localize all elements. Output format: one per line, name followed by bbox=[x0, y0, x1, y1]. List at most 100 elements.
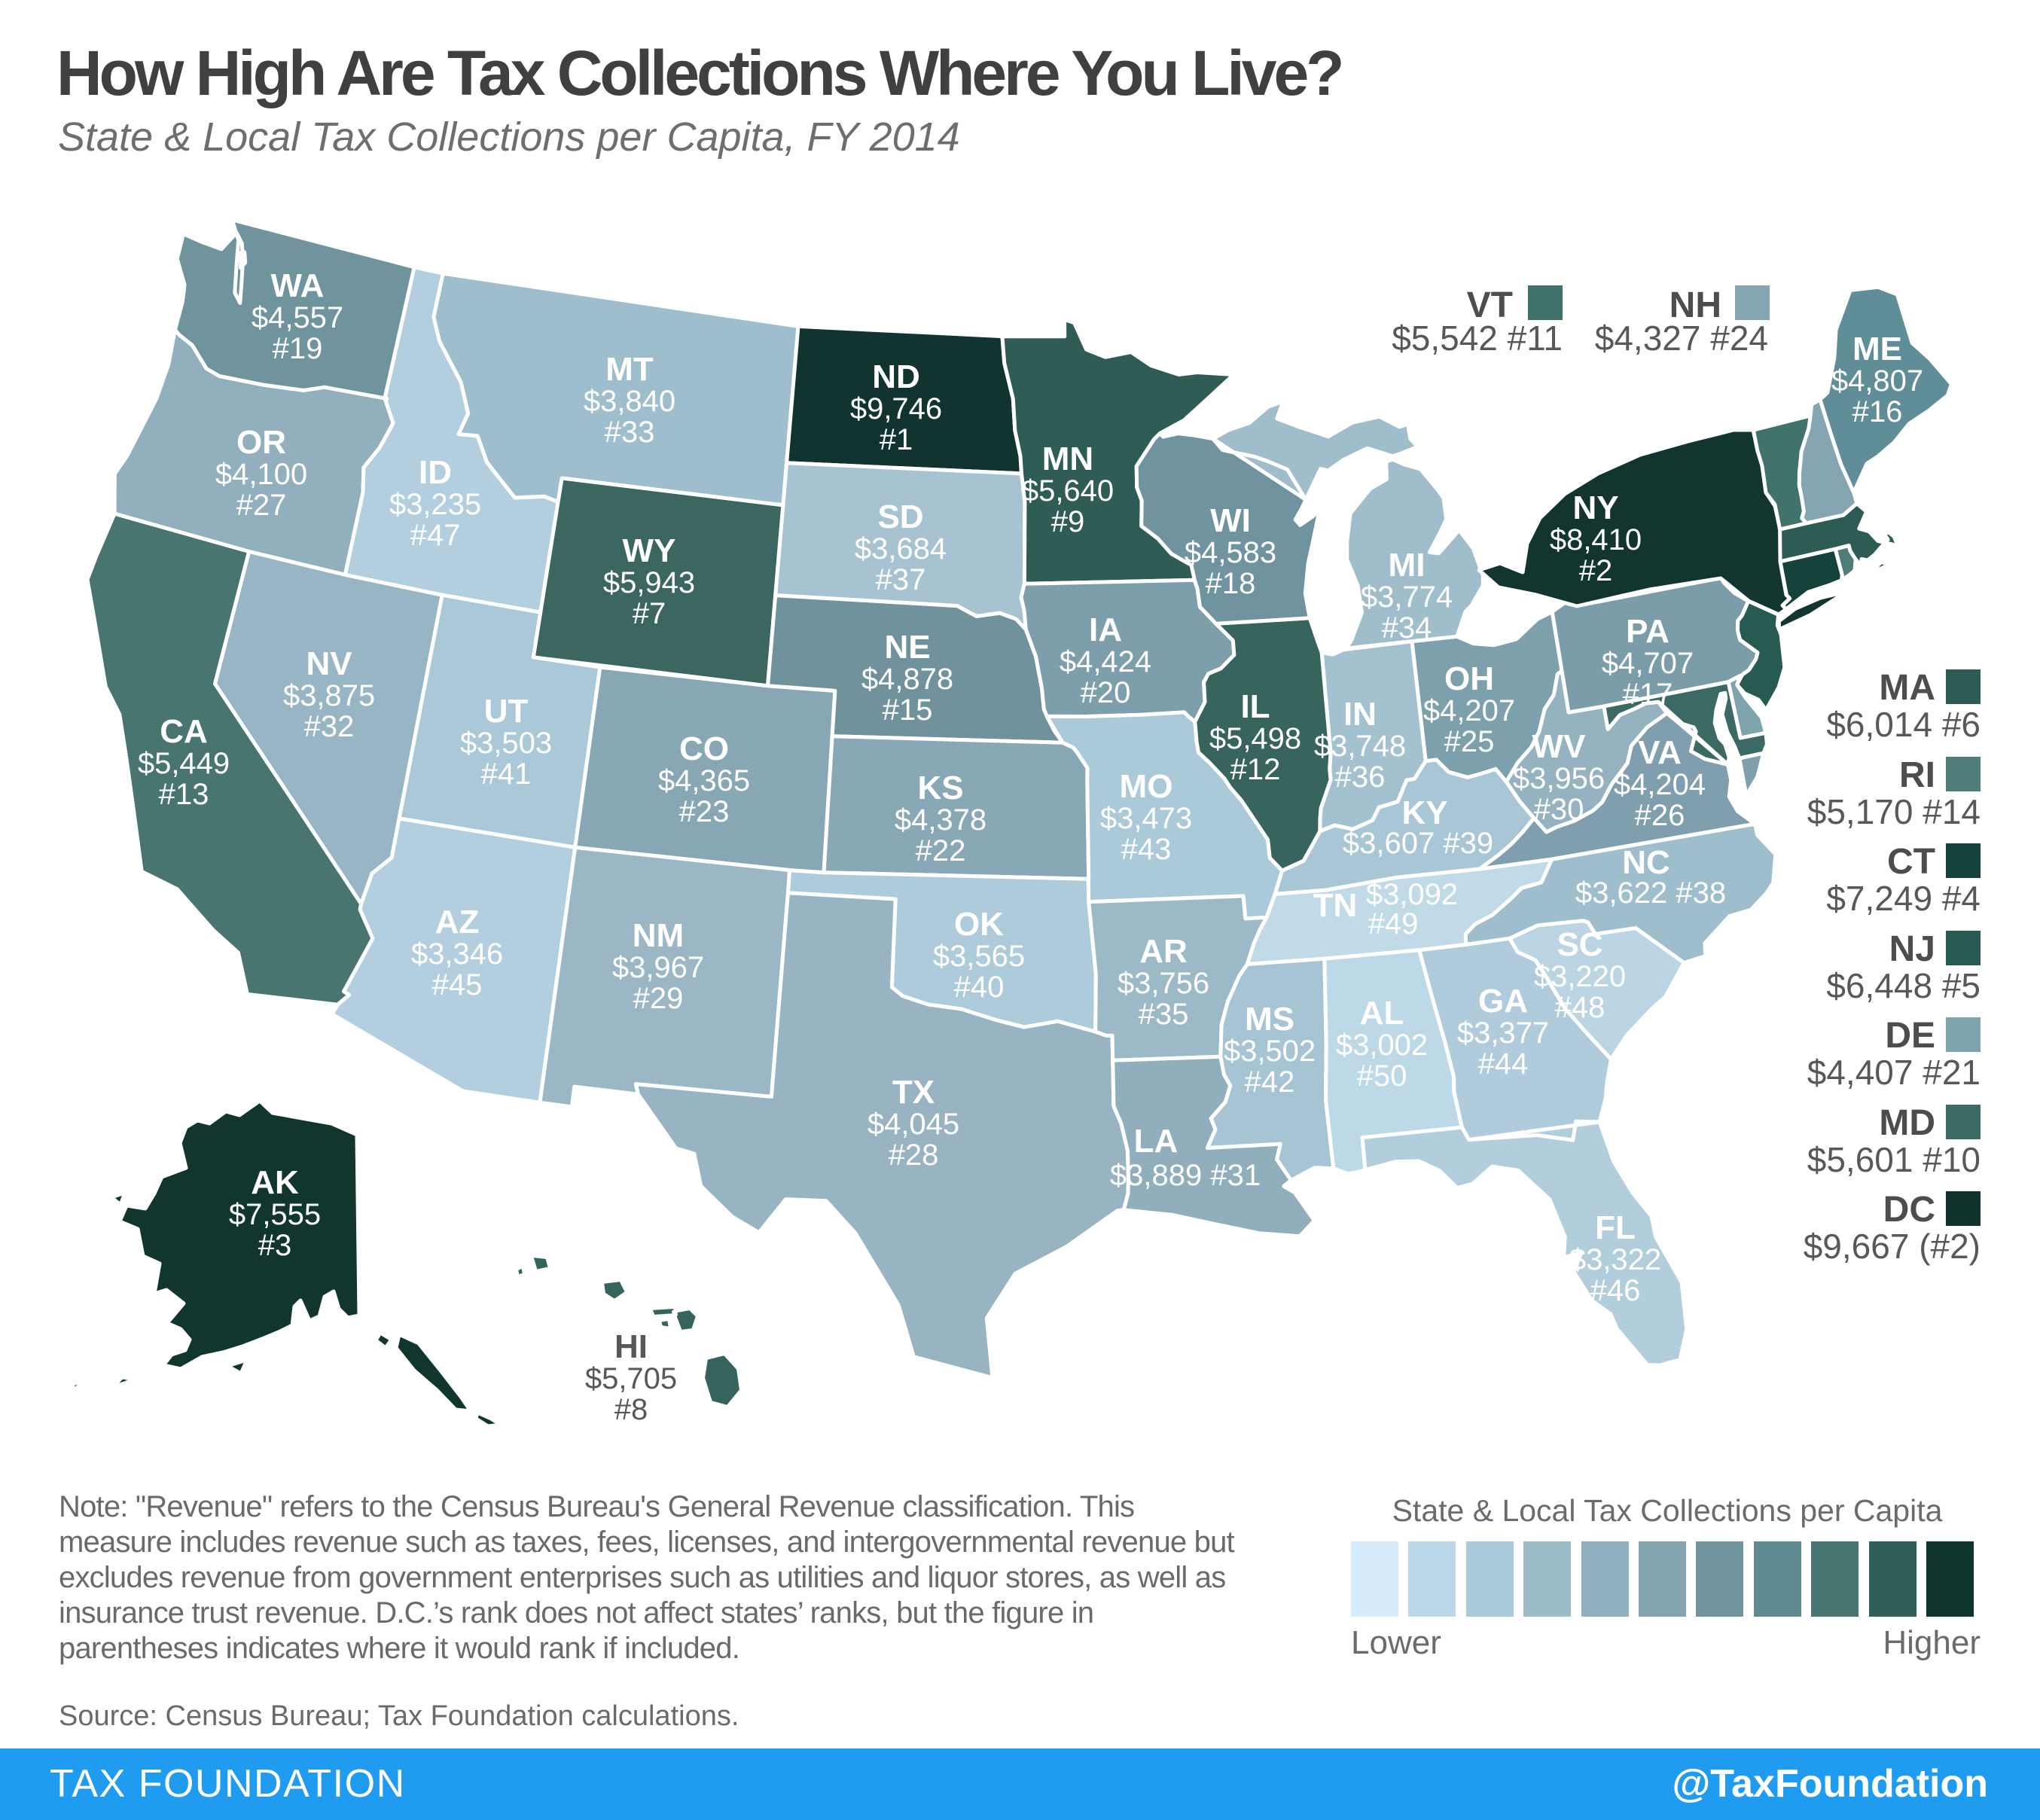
svg-text:$3,377: $3,377 bbox=[1457, 1017, 1549, 1050]
svg-text:$5,640: $5,640 bbox=[1022, 474, 1114, 508]
svg-text:#19: #19 bbox=[273, 332, 323, 365]
svg-text:Lower: Lower bbox=[1351, 1624, 1441, 1661]
svg-text:#20: #20 bbox=[1081, 676, 1131, 709]
svg-text:RI: RI bbox=[1899, 755, 1935, 795]
svg-text:State & Local Tax Collections: State & Local Tax Collections per Capita bbox=[1392, 1493, 1943, 1528]
svg-text:$3,503: $3,503 bbox=[460, 727, 552, 760]
svg-text:$6,448 #5: $6,448 #5 bbox=[1826, 966, 1981, 1005]
svg-text:#13: #13 bbox=[159, 778, 209, 811]
svg-text:$3,473: $3,473 bbox=[1100, 802, 1192, 835]
svg-text:CO: CO bbox=[679, 730, 729, 767]
svg-text:NH: NH bbox=[1670, 285, 1721, 325]
svg-text:$4,365: $4,365 bbox=[658, 764, 750, 797]
svg-text:#49: #49 bbox=[1368, 907, 1419, 940]
svg-text:MT: MT bbox=[605, 351, 654, 388]
svg-text:AR: AR bbox=[1139, 933, 1188, 970]
svg-text:IN: IN bbox=[1343, 696, 1377, 733]
svg-text:#7: #7 bbox=[633, 597, 666, 630]
svg-text:#34: #34 bbox=[1382, 611, 1432, 645]
svg-text:#45: #45 bbox=[432, 968, 483, 1001]
svg-text:NC: NC bbox=[1622, 844, 1670, 881]
svg-text:#27: #27 bbox=[236, 489, 287, 522]
svg-text:MI: MI bbox=[1389, 547, 1426, 584]
svg-text:GA: GA bbox=[1478, 983, 1528, 1020]
svg-text:$4,807: $4,807 bbox=[1831, 364, 1923, 398]
svg-text:$3,502: $3,502 bbox=[1224, 1035, 1316, 1068]
svg-text:MN: MN bbox=[1042, 441, 1093, 477]
svg-text:#22: #22 bbox=[916, 834, 966, 867]
svg-text:AZ: AZ bbox=[435, 904, 480, 940]
svg-text:#18: #18 bbox=[1206, 567, 1256, 600]
svg-text:$3,565: $3,565 bbox=[933, 940, 1025, 973]
svg-text:$3,607 #39: $3,607 #39 bbox=[1343, 827, 1493, 860]
svg-text:NV: NV bbox=[306, 645, 352, 682]
svg-text:Higher: Higher bbox=[1883, 1624, 1981, 1661]
svg-text:OK: OK bbox=[954, 906, 1004, 943]
svg-text:#17: #17 bbox=[1623, 678, 1673, 711]
svg-text:$3,967: $3,967 bbox=[612, 951, 704, 984]
svg-text:SC: SC bbox=[1557, 926, 1602, 963]
svg-text:PA: PA bbox=[1626, 613, 1670, 650]
svg-text:$3,235: $3,235 bbox=[389, 488, 481, 521]
svg-text:VA: VA bbox=[1638, 734, 1682, 771]
svg-text:$3,748: $3,748 bbox=[1314, 730, 1406, 763]
svg-text:$4,707: $4,707 bbox=[1602, 647, 1694, 680]
svg-text:$8,410: $8,410 bbox=[1550, 523, 1642, 556]
svg-text:$4,424: $4,424 bbox=[1060, 645, 1151, 678]
svg-text:#37: #37 bbox=[876, 563, 926, 596]
svg-text:$3,756: $3,756 bbox=[1118, 967, 1209, 1000]
svg-text:$7,555: $7,555 bbox=[229, 1198, 321, 1231]
svg-text:ME: ME bbox=[1852, 331, 1902, 367]
svg-text:$5,542 #11: $5,542 #11 bbox=[1392, 319, 1563, 358]
svg-text:WA: WA bbox=[271, 267, 325, 304]
svg-text:MO: MO bbox=[1120, 768, 1173, 805]
svg-text:#32: #32 bbox=[304, 710, 355, 743]
svg-text:OR: OR bbox=[236, 424, 286, 461]
svg-text:OH: OH bbox=[1444, 660, 1494, 697]
svg-text:$3,622 #38: $3,622 #38 bbox=[1575, 876, 1726, 910]
svg-text:VT: VT bbox=[1467, 285, 1513, 325]
svg-text:NY: NY bbox=[1572, 489, 1618, 526]
svg-text:$6,014 #6: $6,014 #6 bbox=[1826, 705, 1981, 744]
svg-text:NJ: NJ bbox=[1889, 929, 1935, 969]
svg-text:#12: #12 bbox=[1230, 753, 1281, 786]
svg-text:#30: #30 bbox=[1534, 793, 1584, 826]
svg-text:$3,889 #31: $3,889 #31 bbox=[1110, 1159, 1261, 1192]
svg-text:$3,875: $3,875 bbox=[283, 679, 375, 712]
svg-text:$9,746: $9,746 bbox=[850, 392, 942, 425]
svg-text:$4,204: $4,204 bbox=[1614, 768, 1706, 801]
svg-text:$5,705: $5,705 bbox=[585, 1362, 677, 1395]
svg-text:$5,498: $5,498 bbox=[1209, 722, 1301, 755]
svg-text:CA: CA bbox=[160, 713, 208, 750]
svg-text:SD: SD bbox=[877, 498, 923, 535]
svg-text:$4,407 #21: $4,407 #21 bbox=[1807, 1053, 1981, 1092]
svg-text:DE: DE bbox=[1885, 1016, 1935, 1056]
svg-text:$3,774: $3,774 bbox=[1361, 581, 1453, 614]
svg-text:TX: TX bbox=[892, 1074, 935, 1111]
svg-text:#50: #50 bbox=[1357, 1059, 1407, 1093]
svg-text:$3,220: $3,220 bbox=[1534, 960, 1626, 993]
svg-text:$3,840: $3,840 bbox=[584, 385, 675, 418]
svg-text:#28: #28 bbox=[889, 1139, 939, 1172]
svg-text:$5,170 #14: $5,170 #14 bbox=[1807, 792, 1981, 831]
svg-text:$4,583: $4,583 bbox=[1185, 536, 1276, 569]
svg-text:$3,684: $3,684 bbox=[855, 532, 947, 566]
svg-text:$4,557: $4,557 bbox=[252, 301, 343, 334]
svg-text:DC: DC bbox=[1883, 1190, 1935, 1230]
svg-text:#46: #46 bbox=[1590, 1274, 1641, 1307]
svg-text:IL: IL bbox=[1240, 688, 1270, 725]
svg-text:MS: MS bbox=[1245, 1001, 1294, 1038]
svg-text:LA: LA bbox=[1134, 1123, 1179, 1160]
svg-text:$5,943: $5,943 bbox=[603, 566, 695, 599]
svg-text:#3: #3 bbox=[258, 1229, 292, 1262]
svg-text:FL: FL bbox=[1595, 1209, 1636, 1246]
svg-text:$4,327 #24: $4,327 #24 bbox=[1595, 319, 1768, 358]
svg-text:AL: AL bbox=[1360, 995, 1404, 1032]
svg-text:KY: KY bbox=[1401, 794, 1447, 831]
svg-text:$4,878: $4,878 bbox=[861, 663, 953, 696]
svg-text:$3,322: $3,322 bbox=[1569, 1243, 1661, 1276]
svg-text:#42: #42 bbox=[1245, 1065, 1295, 1099]
svg-text:#48: #48 bbox=[1555, 991, 1605, 1024]
svg-text:WI: WI bbox=[1210, 502, 1251, 539]
svg-text:NE: NE bbox=[884, 629, 930, 666]
